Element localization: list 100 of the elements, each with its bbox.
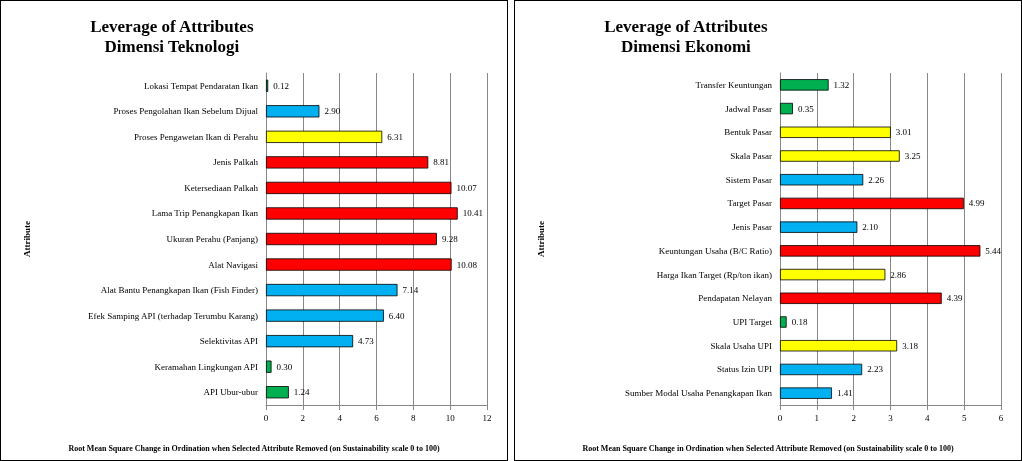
bar [266,335,354,348]
data-label: 7.14 [402,285,419,296]
y-tick-label: Proses Pengolahan Ikan Sebelum Dijual [113,106,259,117]
data-label: 10.41 [462,208,483,219]
data-label: 3.01 [895,127,912,138]
chart-title: Leverage of Attributes Dimensi Ekonomi [604,16,768,56]
data-label: 2.10 [862,222,879,233]
bar [266,258,452,271]
data-label: 4.73 [358,336,375,347]
x-axis-title: Root Mean Square Change in Ordination when Selected Attribute Removed (on Sustainability scale 0 to 100) [581,444,955,454]
x-tick-label: 2 [300,412,306,423]
data-label: 2.86 [890,269,907,280]
data-label: 3.25 [904,151,921,161]
data-label: 5.44 [985,245,1002,256]
bar [266,386,289,399]
x-tick-label: 1 [814,412,820,423]
data-label: 10.07 [456,182,478,193]
y-tick-label: Sumber Modal Usaha Penangkapan Ikan [625,388,773,399]
chart-title: Leverage of Attributes Dimensi Teknologi [90,16,254,56]
y-tick-label: UPI Target [732,317,773,327]
bar [780,197,964,210]
x-tick-label: 10 [445,412,456,423]
y-tick-label: Jenis Palkah [213,157,259,168]
y-tick-label: Lama Trip Penangkapan Ikan [151,208,259,219]
x-tick-label: 6 [374,412,380,423]
y-tick-label: Lokasi Tempat Pendaratan Ikan [144,80,259,91]
x-tick-label: 4 [925,412,931,423]
data-label: 1.41 [836,388,853,399]
x-tick-label: 8 [411,412,417,423]
y-tick-label: Status Izin UPI [717,364,772,375]
bar [266,232,437,246]
x-tick-label: 4 [337,412,343,423]
data-label: 0.30 [276,361,293,372]
x-tick-label: 0 [777,412,783,423]
y-tick-label: Harga Ikan Target (Rp/ton ikan) [656,269,772,280]
bar [780,292,942,304]
bar [780,245,981,257]
bar [266,360,272,373]
bar [780,126,891,138]
data-label: 9.28 [441,234,459,244]
y-tick-label: Keuntungan Usaha (B/C Ratio) [658,245,772,256]
y-tick-label: Skala Usaha UPI [710,340,772,351]
bar [266,207,458,220]
data-label: 3.18 [902,340,919,351]
data-label: 1.32 [833,79,850,90]
bar [266,309,384,322]
y-axis-title: Attribute [21,221,32,257]
y-tick-label: API Ubur-ubur [203,387,258,398]
bar [780,363,863,376]
y-tick-label: Efek Samping API (terhadap Terumbu Karang) [88,310,258,321]
y-tick-label: Jenis Pasar [732,222,772,233]
bar [780,340,898,352]
y-tick-label: Proses Pengawetan Ikan di Perahu [134,131,259,142]
x-tick-label: 12 [482,412,492,423]
data-label: 4.39 [946,293,963,304]
y-tick-label: Keramahan Lingkungan API [154,361,258,372]
data-label: 4.99 [968,198,986,209]
data-label: 2.23 [867,364,884,375]
y-tick-label: Skala Pasar [730,151,772,161]
bar [780,268,886,281]
y-tick-label: Pendapatan Nelayan [698,293,773,304]
bar [266,105,320,118]
bar [780,387,832,399]
y-tick-label: Ketersediaan Palkah [184,182,259,193]
data-label: 2.26 [868,174,885,185]
x-tick-label: 2 [851,412,856,423]
bar [780,79,829,91]
x-axis-title: Root Mean Square Change in Ordination when Selected Attribute Removed (on Sustainability scale 0 to 100) [67,444,441,454]
x-tick-label: 0 [263,412,269,423]
data-label: 6.40 [388,310,406,321]
bar [266,283,398,297]
y-axis-title: Attribute [535,221,546,257]
y-tick-label: Jadwal Pasar [725,103,772,114]
bar [780,102,793,115]
bar [266,130,383,143]
y-tick-label: Target Pasar [727,198,772,209]
bar [780,150,900,162]
bar [780,316,787,328]
data-label: 8.81 [433,157,449,168]
y-tick-label: Sistem Pasar [725,174,772,185]
data-label: 0.35 [797,103,815,114]
y-tick-label: Alat Bantu Penangkapan Ikan (Fish Finder) [100,285,258,296]
x-tick-label: 6 [998,412,1004,423]
data-label: 0.18 [791,317,808,327]
data-label: 10.08 [456,259,478,270]
x-tick-label: 3 [888,412,894,423]
y-tick-label: Transfer Keuntungan [695,79,773,90]
bar [780,174,864,186]
data-label: 0.12 [273,80,289,91]
data-label: 6.31 [387,131,403,142]
y-tick-label: Ukuran Perahu (Panjang) [166,234,258,244]
bar [780,221,858,233]
data-label: 1.24 [293,387,311,398]
y-tick-label: Alat Navigasi [208,259,259,270]
y-tick-label: Bentuk Pasar [724,127,772,138]
data-label: 2.90 [324,106,341,117]
bar [266,181,452,195]
bar [266,156,429,169]
y-tick-label: Selektivitas API [199,336,258,347]
x-tick-label: 5 [961,412,967,423]
